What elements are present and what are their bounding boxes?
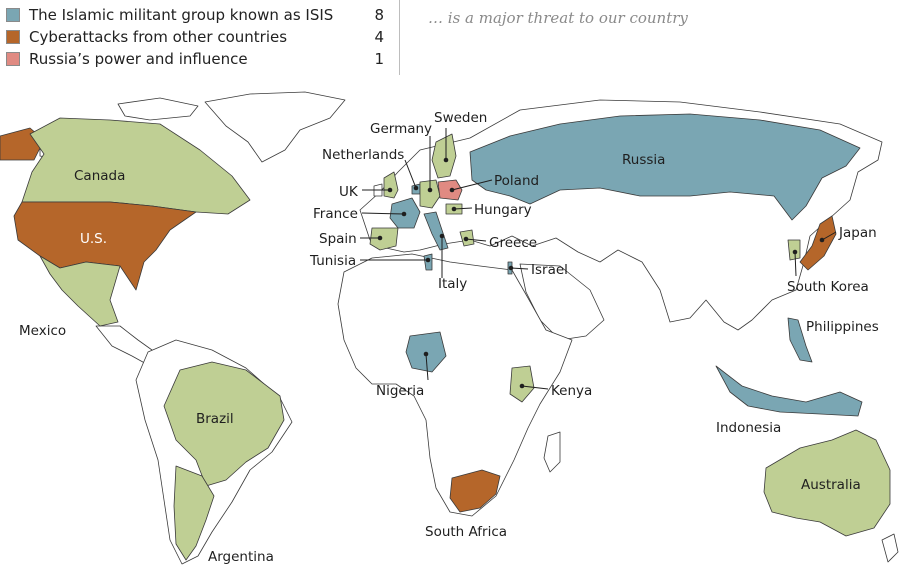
legend-swatch-isis [6, 8, 20, 22]
dot-kenya [519, 383, 525, 389]
legend-swatch-russia [6, 52, 20, 66]
legend-swatch-cyber [6, 30, 20, 44]
label-south-korea: South Korea [787, 279, 869, 295]
leader-japan [821, 231, 837, 241]
label-sweden: Sweden [434, 110, 487, 126]
arctic-islands-shape [117, 97, 199, 121]
legend-divider [399, 0, 400, 75]
callouts [360, 128, 837, 390]
madagascar-shape [543, 431, 561, 473]
country-australia [763, 429, 891, 537]
labels: Canada U.S. Mexico Brazil Argentina Germ… [19, 110, 879, 565]
leader-israel [510, 267, 529, 270]
label-kenya: Kenya [551, 383, 592, 399]
legend-item-russia: Russia’s power and influence [6, 48, 248, 70]
africa-shape [337, 253, 573, 517]
dot-japan [819, 237, 825, 243]
label-us: U.S. [80, 231, 107, 247]
label-netherlands: Netherlands [322, 147, 404, 163]
dot-netherlands [413, 185, 419, 191]
dot-nigeria [423, 351, 429, 357]
label-philippines: Philippines [806, 319, 879, 335]
label-spain: Spain [319, 231, 357, 247]
leader-netherlands [404, 159, 417, 189]
legend-count-cyber: 4 [374, 28, 384, 46]
country-canada [21, 117, 251, 215]
country-us [13, 201, 197, 291]
country-spain [369, 227, 399, 251]
label-argentina: Argentina [208, 549, 274, 565]
label-japan: Japan [838, 225, 877, 241]
legend-count-russia: 1 [374, 50, 384, 68]
dot-italy [439, 233, 445, 239]
dot-israel [508, 265, 514, 271]
leader-france [361, 212, 405, 215]
label-tunisia: Tunisia [309, 253, 356, 269]
dot-south-korea [792, 249, 798, 255]
dot-sweden [443, 157, 449, 163]
country-germany [419, 179, 441, 209]
dot-poland [449, 187, 455, 193]
label-hungary: Hungary [474, 202, 532, 218]
country-uk [383, 171, 399, 199]
label-canada: Canada [74, 168, 125, 184]
country-sweden [431, 133, 457, 179]
legend-count-isis: 8 [374, 6, 384, 24]
threat-caption: … is a major threat to our country [428, 9, 688, 27]
label-brazil: Brazil [196, 411, 234, 427]
label-germany: Germany [370, 121, 432, 137]
dot-germany [427, 187, 433, 193]
label-russia: Russia [622, 152, 665, 168]
label-israel: Israel [531, 262, 568, 278]
dot-france [401, 211, 407, 217]
label-australia: Australia [801, 477, 861, 493]
leader-nigeria [425, 353, 429, 381]
country-philippines [787, 317, 813, 363]
country-russia [469, 113, 861, 221]
country-brazil [163, 361, 285, 487]
dot-tunisia [425, 257, 431, 263]
country-south-africa [449, 469, 501, 513]
label-italy: Italy [438, 276, 467, 292]
leader-hungary [453, 207, 473, 210]
dot-greece [463, 236, 469, 242]
label-nigeria: Nigeria [376, 383, 424, 399]
legend-item-isis: The Islamic militant group known as ISIS [6, 4, 333, 26]
country-mexico [39, 255, 121, 327]
leader-poland [451, 179, 493, 191]
label-uk: UK [339, 184, 359, 200]
greenland-shape [204, 91, 346, 163]
country-argentina [173, 465, 215, 561]
legend-label-cyber: Cyberattacks from other countries [29, 28, 288, 46]
legend-item-cyber: Cyberattacks from other countries [6, 26, 287, 48]
dot-uk [387, 187, 393, 193]
countries [0, 113, 891, 561]
new-zealand-shape [881, 533, 899, 563]
country-japan [799, 215, 837, 271]
leader-greece [465, 238, 487, 242]
country-indonesia [715, 365, 863, 417]
legend-label-isis: The Islamic militant group known as ISIS [29, 6, 334, 24]
dot-spain [377, 235, 383, 241]
leader-south-korea [794, 251, 797, 277]
label-south-africa: South Africa [425, 524, 507, 540]
dot-hungary [451, 206, 457, 212]
label-mexico: Mexico [19, 323, 66, 339]
legend-label-russia: Russia’s power and influence [29, 50, 248, 68]
label-greece: Greece [489, 235, 537, 251]
leader-kenya [521, 385, 549, 390]
label-poland: Poland [494, 173, 539, 189]
label-france: France [313, 206, 358, 222]
label-indonesia: Indonesia [716, 420, 781, 436]
